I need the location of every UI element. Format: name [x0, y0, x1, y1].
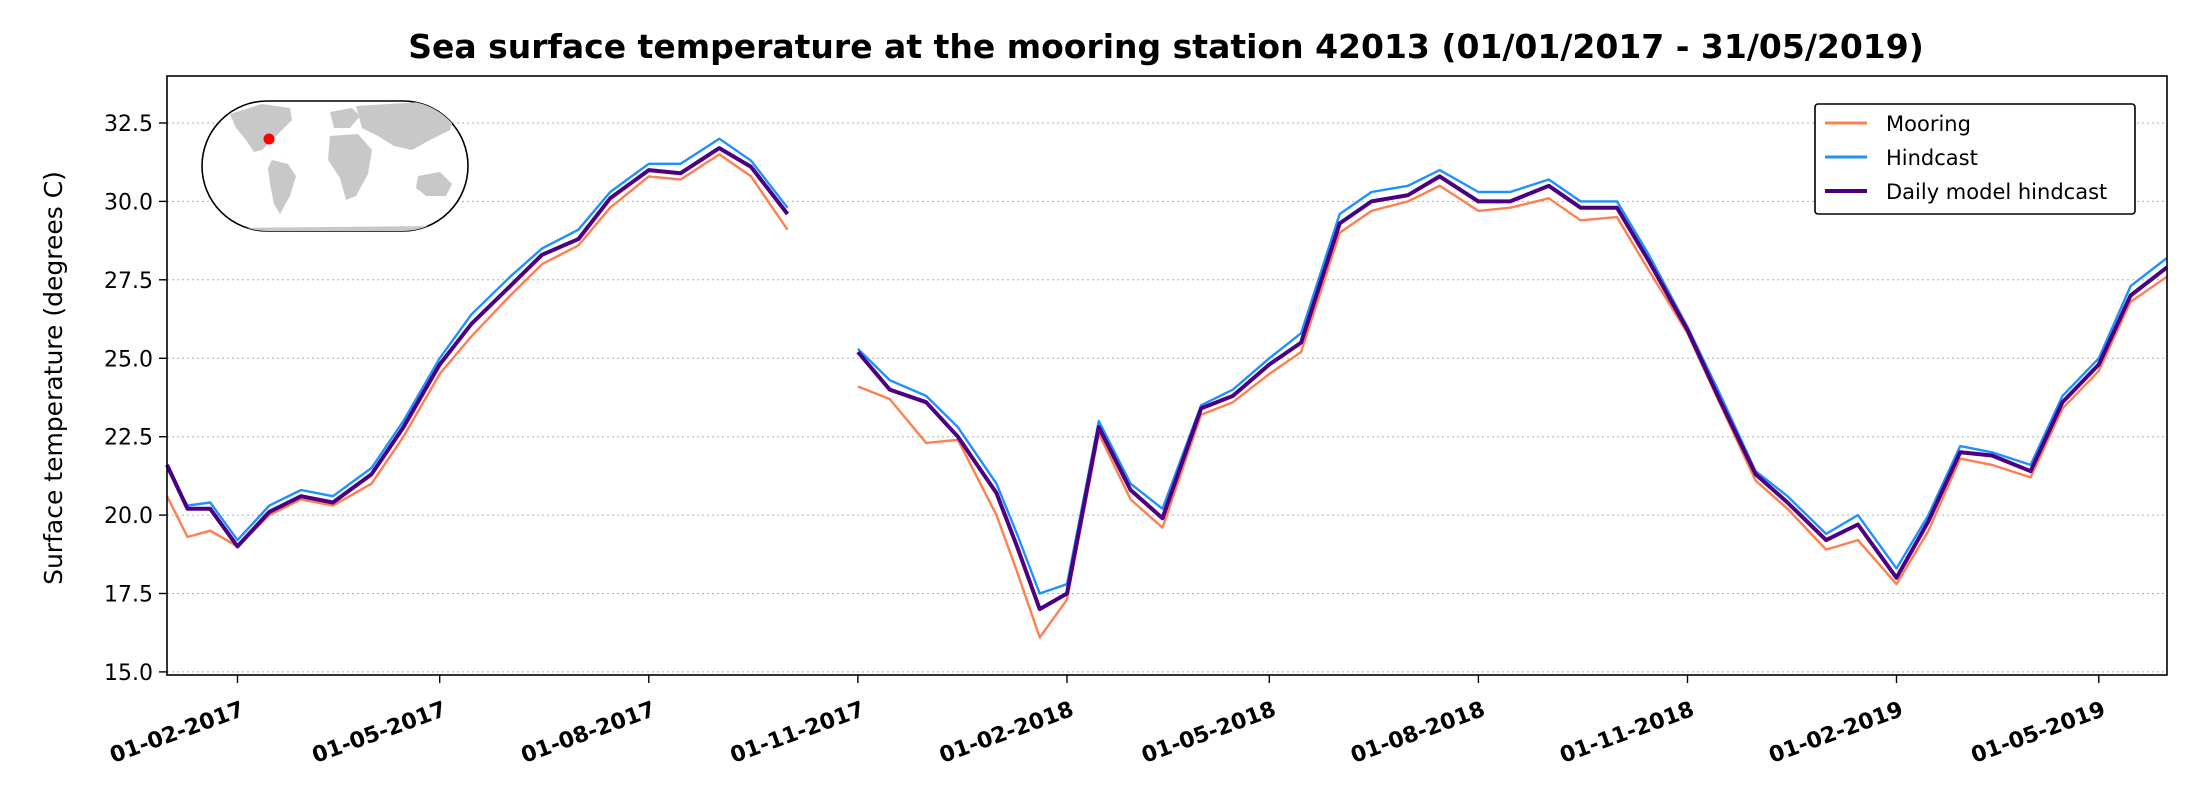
series-line-hindcast — [165, 137, 2168, 595]
x-tick-label: 01-05-2018 — [1139, 697, 1280, 769]
chart-title: Sea surface temperature at the mooring s… — [408, 27, 1924, 66]
x-axis: 01-02-2017 01-05-2017 01-08-2017 01-11-2017… — [107, 675, 2109, 769]
y-axis: 15.0 17.5 20.0 22.5 25.0 27.5 30.0 32.5 — [104, 112, 167, 686]
y-tick-label: 30.0 — [104, 190, 153, 215]
x-tick-label: 01-08-2018 — [1348, 697, 1489, 769]
x-tick-label: 01-08-2017 — [518, 697, 659, 769]
y-tick-label: 17.5 — [104, 583, 153, 608]
south-america-shape — [268, 160, 296, 214]
series-line-daily-model-hindcast — [165, 146, 2169, 612]
x-tick-label: 01-02-2019 — [1766, 697, 1907, 769]
antarctica-shape — [226, 226, 440, 231]
series-lines — [165, 137, 2169, 639]
x-tick-label: 01-11-2017 — [727, 697, 868, 769]
asia-shape — [356, 102, 456, 150]
legend-label-mooring: Mooring — [1886, 112, 1971, 136]
plot-area-frame — [166, 75, 2168, 676]
europe-shape — [330, 108, 360, 128]
legend-label-hindcast: Hindcast — [1886, 146, 1978, 170]
australia-shape — [416, 172, 452, 196]
y-tick-label: 22.5 — [104, 426, 153, 451]
y-tick-label: 20.0 — [104, 504, 153, 529]
legend-frame — [1814, 103, 2136, 215]
legend-label-daily-model-hindcast: Daily model hindcast — [1886, 180, 2107, 204]
x-tick-label: 01-11-2018 — [1557, 697, 1698, 769]
x-tick-label: 01-05-2017 — [309, 697, 450, 769]
y-axis-label: Surface temperature (degrees C) — [39, 171, 68, 585]
x-tick-label: 01-05-2019 — [1968, 697, 2109, 769]
world-map-inset — [201, 100, 469, 232]
y-tick-label: 15.0 — [104, 661, 153, 686]
legend: Mooring Hindcast Daily model hindcast — [1814, 103, 2136, 215]
y-tick-label: 25.0 — [104, 347, 153, 372]
y-tick-label: 27.5 — [104, 269, 153, 294]
north-america-shape — [230, 104, 292, 152]
x-tick-label: 01-02-2017 — [107, 697, 248, 769]
x-tick-label: 01-02-2018 — [936, 697, 1077, 769]
station-location-marker — [263, 133, 275, 145]
y-tick-label: 32.5 — [104, 112, 153, 137]
africa-shape — [328, 134, 372, 200]
series-line-mooring — [165, 153, 2168, 639]
